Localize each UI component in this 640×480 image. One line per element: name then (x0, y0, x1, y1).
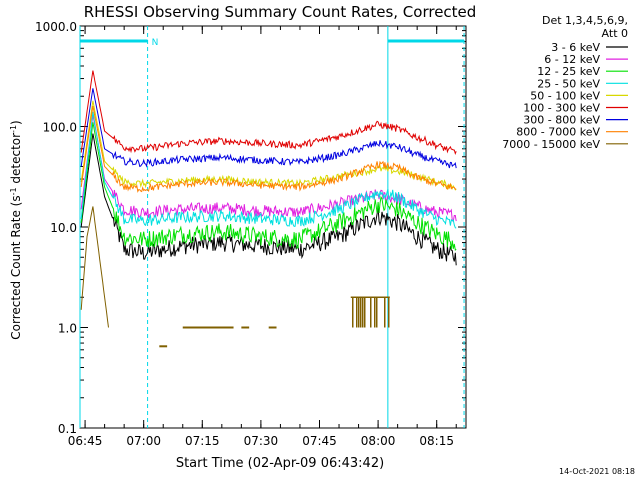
x-tick-label: 07:15 (185, 434, 220, 448)
legend-label: 3 - 6 keV (551, 41, 600, 54)
y-axis-label-part1: Corrected Count Rate (s (9, 195, 23, 339)
x-axis: 06:45 07:00 07:15 07:30 07:45 08:00 08:15 (68, 26, 457, 448)
series-layer (80, 70, 457, 348)
timestamp: 14-Oct-2021 08:18 (559, 467, 635, 476)
x-axis-label: Start Time (02-Apr-09 06:43:42) (176, 456, 384, 471)
y-tick-label: 1000.0 (35, 20, 77, 34)
x-tick-label: 08:00 (361, 434, 396, 448)
legend-label: 50 - 100 keV (530, 89, 600, 102)
legend-header-1: Det 1,3,4,5,6,9, (542, 14, 628, 27)
x-tick-label: 07:45 (302, 434, 337, 448)
legend-label: 100 - 300 keV (523, 102, 600, 115)
y-tick-label: 100.0 (43, 121, 77, 135)
plot-frame (79, 25, 467, 429)
y-axis: 0.1 1.0 10.0 100.0 1000.0 (35, 20, 466, 436)
x-tick-label: 08:15 (419, 434, 454, 448)
legend-label: 6 - 12 keV (544, 53, 600, 66)
y-tick-label: 0.1 (58, 422, 77, 436)
series-line (80, 133, 457, 266)
night-label: N (152, 38, 159, 48)
x-tick-label: 06:45 (68, 434, 103, 448)
y-axis-label-sup2: -1 (9, 125, 18, 133)
y-axis-label-group: Corrected Count Rate (s-1 detector-1) (9, 120, 23, 339)
legend-label: 25 - 50 keV (537, 77, 600, 90)
series-line (80, 105, 457, 193)
series-line (80, 122, 457, 252)
legend-header-2: Att 0 (602, 27, 628, 40)
series-line (80, 111, 457, 229)
y-axis-label-part3: ) (9, 120, 23, 125)
y-axis-label: Corrected Count Rate (s-1 detector-1) (9, 120, 23, 339)
legend-label: 300 - 800 keV (523, 114, 600, 127)
night-markers: N (79, 26, 465, 428)
y-tick-label: 1.0 (58, 322, 77, 336)
legend-label: 12 - 25 keV (537, 65, 600, 78)
x-tick-label: 07:00 (126, 434, 161, 448)
series-line (80, 88, 457, 169)
legend-label: 800 - 7000 keV (516, 126, 600, 139)
y-tick-label: 10.0 (50, 221, 77, 235)
chart-title: RHESSI Observing Summary Count Rates, Co… (84, 3, 477, 21)
series-line (80, 206, 109, 328)
y-axis-label-sup1: -1 (9, 187, 18, 195)
x-tick-label: 07:30 (244, 434, 279, 448)
series-line (80, 70, 457, 156)
legend-label: 7000 - 15000 keV (502, 138, 600, 151)
y-axis-label-part2: detector (9, 133, 23, 188)
series-line (80, 114, 457, 222)
